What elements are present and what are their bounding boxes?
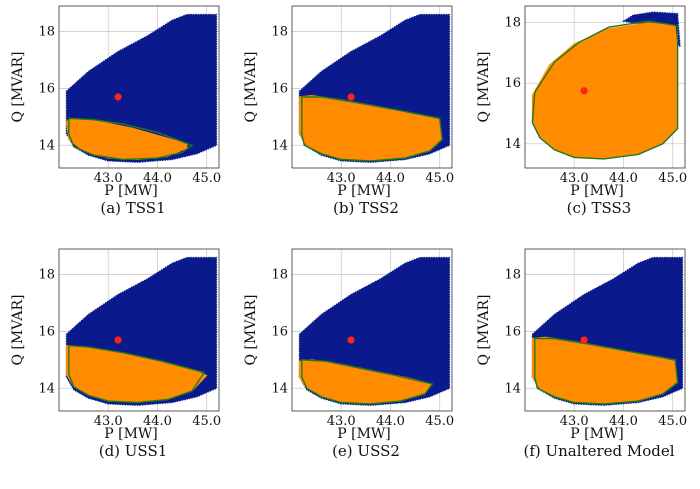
operating-point — [347, 336, 355, 344]
x-tick-label: 45.0 — [425, 414, 454, 429]
x-tick-label: 45.0 — [658, 414, 687, 429]
x-tick-label: 43.0 — [560, 414, 589, 429]
subfigure-caption: (f) Unaltered Model — [523, 442, 674, 460]
convex-hull — [68, 344, 206, 404]
y-axis-label: Q [MVAR] — [10, 52, 26, 123]
y-tick-label: 16 — [271, 324, 288, 339]
y-tick-label: 18 — [271, 268, 288, 283]
x-tick-label: 43.0 — [327, 414, 356, 429]
y-tick-label: 14 — [38, 381, 55, 396]
chart-panel-5: 43.0 44.0 45.0 14 16 18 P [MW] Q [MVAR] (e) USS2 — [233, 243, 466, 485]
y-axis-label: Q [MVAR] — [476, 52, 492, 123]
subfigure-caption: (d) USS1 — [99, 442, 168, 460]
convex-hull — [531, 20, 679, 160]
convex-hull — [534, 337, 679, 405]
x-tick-label: 44.0 — [376, 414, 405, 429]
x-tick-label: 44.0 — [143, 171, 172, 186]
y-tick-label: 18 — [271, 25, 288, 40]
operating-point — [114, 93, 122, 101]
plot-area — [292, 6, 452, 168]
x-tick-label: 43.0 — [560, 171, 589, 186]
axes-frame — [58, 5, 220, 169]
y-tick-label: 16 — [38, 81, 55, 96]
operating-point — [580, 87, 588, 95]
y-tick-label: 16 — [38, 324, 55, 339]
chart-svg: 43.0 44.0 45.0 14 16 18 P [MW] Q [MVAR] (f) Unal… — [476, 248, 687, 460]
x-tick-label: 44.0 — [609, 414, 638, 429]
axes-frame — [291, 5, 453, 169]
chart-svg: 43.0 44.0 45.0 14 16 18 P [MW] Q [MVAR] (d) USS1 — [10, 248, 221, 460]
chart-panel-6: 43.0 44.0 45.0 14 16 18 P [MW] Q [MVAR] (f) Unal… — [466, 243, 699, 485]
operating-point — [114, 336, 122, 344]
y-tick-label: 16 — [504, 324, 521, 339]
x-axis-label: P [MW] — [337, 183, 391, 199]
operating-point — [347, 93, 355, 101]
feasible-region — [531, 22, 679, 160]
x-tick-label: 43.0 — [94, 171, 123, 186]
x-tick-label: 44.0 — [609, 171, 638, 186]
plot-area — [525, 249, 685, 411]
convex-hull — [68, 117, 194, 161]
y-tick-label: 14 — [504, 137, 521, 152]
y-tick-label: 16 — [271, 81, 288, 96]
y-axis-label: Q [MVAR] — [10, 295, 26, 366]
y-tick-label: 18 — [504, 16, 521, 31]
axes-frame — [58, 248, 220, 412]
y-axis-label: Q [MVAR] — [476, 295, 492, 366]
x-tick-label: 45.0 — [192, 171, 221, 186]
chart-svg: 43.0 44.0 45.0 14 16 18 P [MW] Q [MVAR] (c) TSS3 — [476, 5, 687, 217]
convex-hull — [301, 96, 443, 162]
x-tick-label: 43.0 — [327, 171, 356, 186]
x-axis-label: P [MW] — [570, 183, 624, 199]
convex-hull — [301, 359, 434, 405]
y-tick-label: 16 — [504, 76, 521, 91]
plot-area — [525, 6, 685, 168]
x-axis-label: P [MW] — [570, 426, 624, 442]
y-tick-label: 14 — [504, 381, 521, 396]
chart-svg: 43.0 44.0 45.0 14 16 18 P [MW] Q [MVAR] (a) TSS1 — [10, 5, 221, 217]
x-tick-label: 45.0 — [658, 171, 687, 186]
subfigure-caption: (e) USS2 — [332, 442, 400, 460]
x-tick-label: 43.0 — [94, 414, 123, 429]
axes-frame — [291, 248, 453, 412]
y-axis-label: Q [MVAR] — [243, 52, 259, 123]
chart-panel-1: 43.0 44.0 45.0 14 16 18 P [MW] Q [MVAR] (a) TSS1 — [0, 0, 233, 242]
x-tick-label: 44.0 — [376, 171, 405, 186]
axes-frame — [524, 248, 686, 412]
y-tick-label: 14 — [271, 381, 288, 396]
chart-panel-2: 43.0 44.0 45.0 14 16 18 P [MW] Q [MVAR] (b) TSS2 — [233, 0, 466, 242]
operating-point — [580, 336, 588, 344]
x-axis-label: P [MW] — [104, 183, 158, 199]
x-tick-label: 45.0 — [192, 414, 221, 429]
subfigure-caption: (b) TSS2 — [333, 199, 399, 217]
subfigure-caption: (a) TSS1 — [100, 199, 165, 217]
y-tick-label: 14 — [38, 138, 55, 153]
y-tick-label: 18 — [38, 25, 55, 40]
plot-area — [59, 249, 219, 411]
plot-area — [292, 249, 452, 411]
chart-panel-3: 43.0 44.0 45.0 14 16 18 P [MW] Q [MVAR] (c) TSS3 — [466, 0, 699, 242]
y-tick-label: 18 — [504, 268, 521, 283]
x-axis-label: P [MW] — [104, 426, 158, 442]
plot-area — [59, 6, 219, 168]
chart-svg: 43.0 44.0 45.0 14 16 18 P [MW] Q [MVAR] (e) USS2 — [243, 248, 454, 460]
subfigure-caption: (c) TSS3 — [567, 199, 632, 217]
axes-frame — [524, 5, 686, 169]
chart-panel-4: 43.0 44.0 45.0 14 16 18 P [MW] Q [MVAR] (d) USS1 — [0, 243, 233, 485]
y-axis-label: Q [MVAR] — [243, 295, 259, 366]
y-tick-label: 14 — [271, 138, 288, 153]
x-tick-label: 45.0 — [425, 171, 454, 186]
chart-svg: 43.0 44.0 45.0 14 16 18 P [MW] Q [MVAR] (b) TSS2 — [243, 5, 454, 217]
x-axis-label: P [MW] — [337, 426, 391, 442]
x-tick-label: 44.0 — [143, 414, 172, 429]
y-tick-label: 18 — [38, 268, 55, 283]
